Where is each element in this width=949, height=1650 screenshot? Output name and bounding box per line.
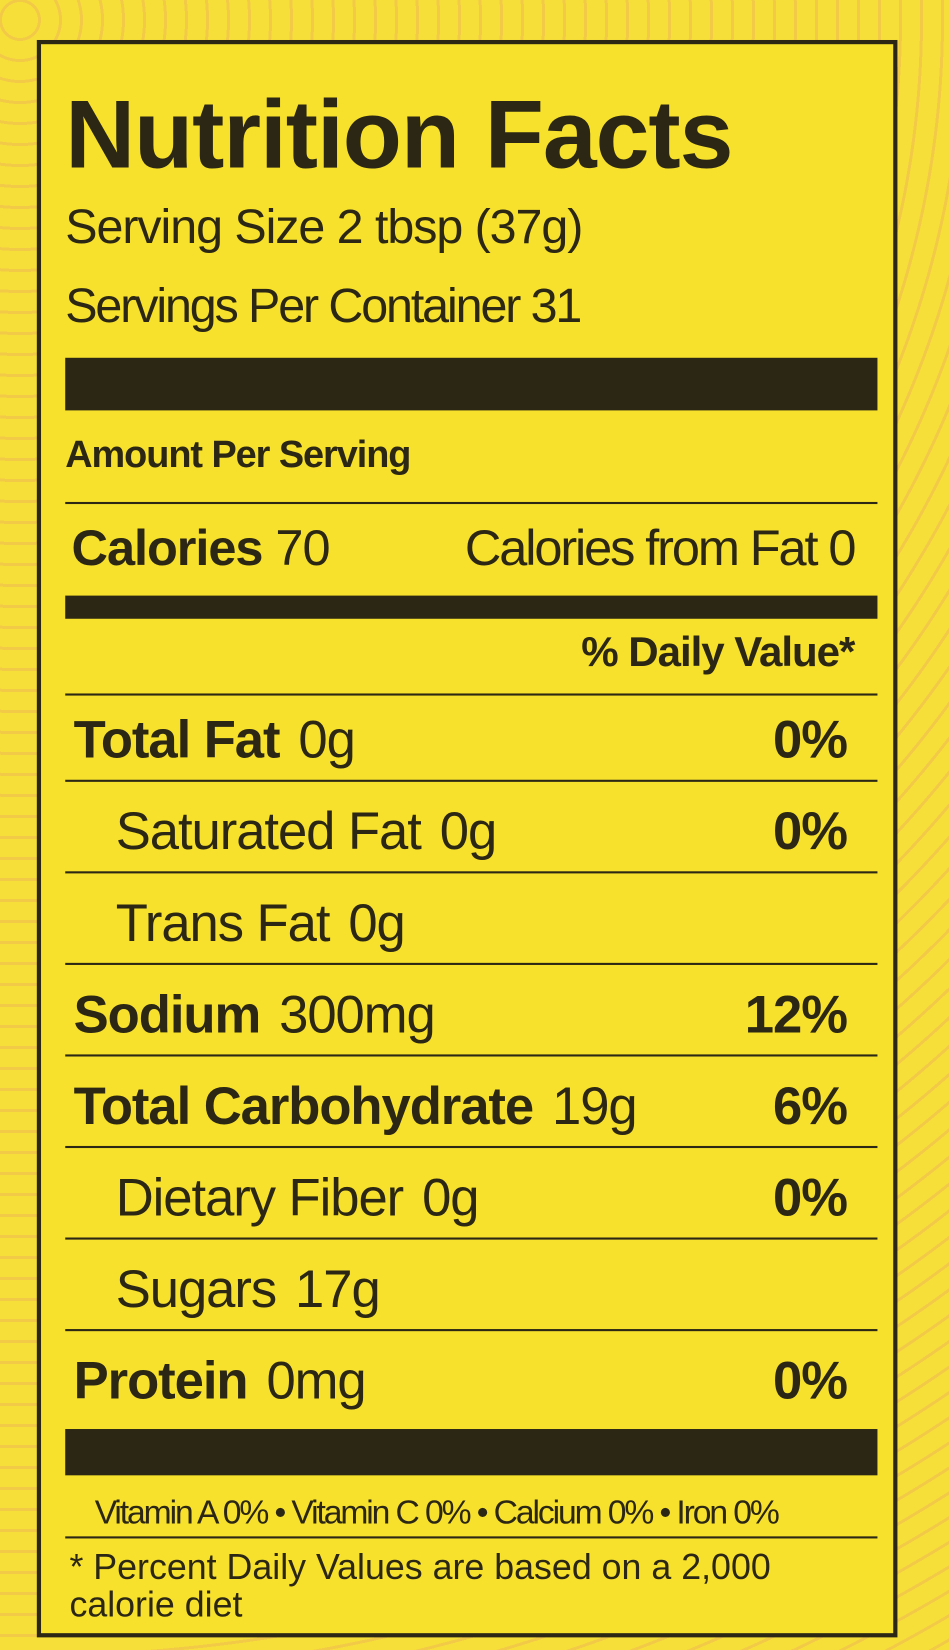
calories-label: Calories <box>71 520 264 577</box>
title: Nutrition Facts <box>65 81 733 189</box>
daily-value-header: % Daily Value* <box>581 629 855 676</box>
label-box <box>36 39 898 1638</box>
nutrient-row: Sodium 300mg 12% <box>73 984 848 1045</box>
nutrient-amount: 19g <box>552 1076 638 1136</box>
nutrient-name: Saturated Fat <box>115 801 422 861</box>
nutrient-dv: 0% <box>773 710 848 770</box>
servings-per-container: Servings Per Container 31 <box>65 277 582 333</box>
nutrient-amount: 0g <box>348 893 405 953</box>
amount-per-serving: Amount Per Serving <box>65 432 411 476</box>
divider <box>65 501 878 505</box>
serving-size: Serving Size 2 tbsp (37g) <box>65 198 583 254</box>
nutrient-name: Sugars <box>115 1259 277 1319</box>
divider <box>65 962 878 965</box>
nutrient-row: Dietary Fiber 0g 0% <box>115 1167 848 1228</box>
nutrient-name: Total Carbohydrate <box>73 1076 534 1136</box>
vitamins: Vitamin A 0% • Vitamin C 0% • Calcium 0%… <box>94 1493 780 1532</box>
divider <box>65 1536 878 1539</box>
nutrient-row: Sugars 17g <box>116 1259 847 1320</box>
calories-from-fat: Calories from Fat 0 <box>464 520 857 577</box>
nutrient-amount: 0mg <box>266 1351 366 1411</box>
nutrient-name: Dietary Fiber <box>115 1168 404 1227</box>
nutrient-row: Total Fat 0g 0% <box>73 709 848 770</box>
nutrient-row: Trans Fat 0g <box>116 892 847 953</box>
nutrient-name: Protein <box>73 1351 249 1411</box>
thick-bar <box>65 357 878 411</box>
divider <box>65 1145 878 1149</box>
divider <box>65 1054 878 1057</box>
nutrient-row: Saturated Fat 0g 0% <box>115 801 848 862</box>
nutrient-dv: 0% <box>773 1351 848 1411</box>
thick-bar <box>65 595 878 619</box>
nutrient-name: Total Fat <box>73 710 281 770</box>
nutrient-amount: 17g <box>295 1259 381 1319</box>
nutrient-row: Protein 0mg 0% <box>73 1350 848 1411</box>
nutrient-dv: 0% <box>773 801 848 861</box>
nutrient-dv: 6% <box>773 1076 848 1136</box>
nutrient-dv: 12% <box>744 984 848 1044</box>
divider <box>65 779 878 782</box>
nutrient-amount: 0g <box>298 710 355 770</box>
divider <box>65 871 878 874</box>
nutrient-amount: 0g <box>422 1168 479 1227</box>
nutrient-amount: 0g <box>439 801 497 861</box>
nutrient-amount: 300mg <box>279 984 436 1044</box>
calories-row: Calories 70 <box>71 520 331 577</box>
divider <box>65 1237 878 1240</box>
nutrient-name: Trans Fat <box>115 893 331 953</box>
calories-value: 70 <box>275 520 330 577</box>
nutrient-name: Sodium <box>73 984 262 1044</box>
nutrient-row: Total Carbohydrate 19g 6% <box>73 1075 848 1136</box>
thick-bar <box>65 1429 878 1476</box>
nutrient-dv: 0% <box>773 1168 848 1227</box>
divider <box>65 693 878 696</box>
footnote: * Percent Daily Values are based on a 2,… <box>69 1547 771 1625</box>
divider <box>65 1329 878 1332</box>
